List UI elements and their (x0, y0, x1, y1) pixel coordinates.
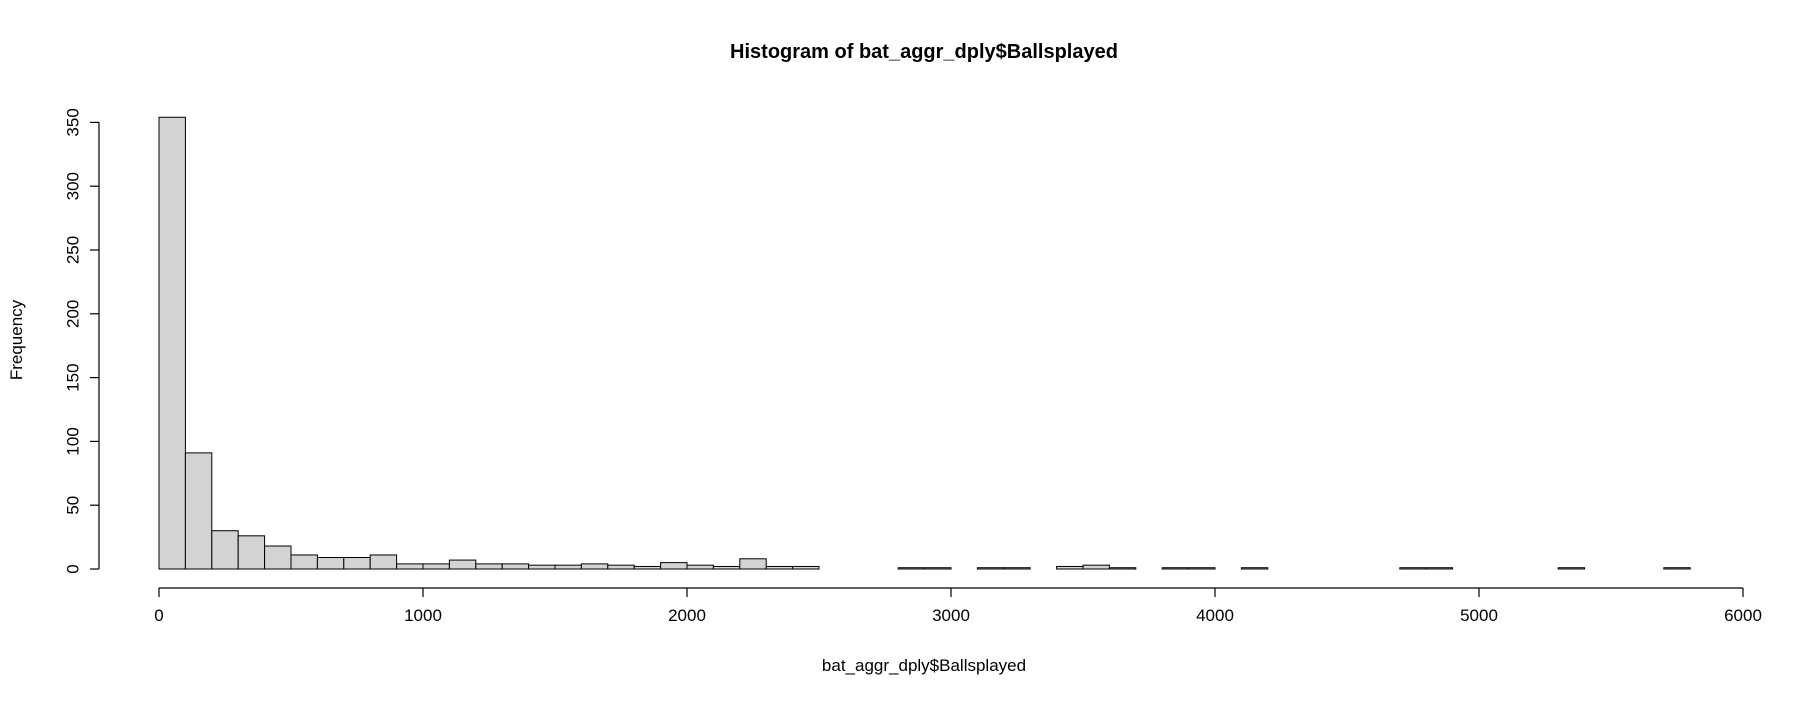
histogram-bar (343, 557, 371, 570)
histogram-bar (316, 557, 345, 570)
histogram-bar (1425, 567, 1454, 570)
histogram-bar (580, 563, 609, 570)
histogram-bar (1663, 567, 1691, 570)
histogram-bar (739, 558, 767, 570)
histogram-bar (369, 554, 398, 570)
histogram-bar (924, 567, 952, 570)
histogram-bar (422, 563, 450, 570)
histogram-bar (1082, 564, 1110, 570)
histogram-bar (792, 565, 820, 570)
y-tick-label: 250 (64, 236, 83, 264)
x-tick-label: 5000 (1460, 606, 1498, 625)
x-tick-label: 6000 (1724, 606, 1762, 625)
histogram-bar (1108, 567, 1137, 570)
x-tick-label: 4000 (1196, 606, 1234, 625)
x-tick-label: 3000 (932, 606, 970, 625)
histogram-bar (158, 116, 186, 570)
x-tick-label: 2000 (668, 606, 706, 625)
histogram-bar (290, 554, 318, 570)
chart-title: Histogram of bat_aggr_dply$Ballsplayed (730, 41, 1118, 63)
histogram-bar (686, 564, 714, 570)
y-tick-label: 150 (64, 363, 83, 391)
y-tick-label: 100 (64, 427, 83, 455)
x-axis-label: bat_aggr_dply$Ballsplayed (822, 656, 1026, 675)
histogram-bar (607, 564, 635, 570)
y-tick-label: 50 (64, 496, 83, 515)
histogram-bar (1240, 567, 1269, 570)
histogram-bar (448, 559, 477, 570)
histogram-bar (1161, 567, 1190, 570)
histogram-bar (1399, 567, 1427, 570)
histogram-bar (976, 567, 1005, 570)
histogram-bar (1188, 567, 1216, 570)
histogram-bar (396, 563, 424, 570)
y-tick-label: 300 (64, 172, 83, 200)
x-tick-label: 1000 (404, 606, 442, 625)
y-axis-label: Frequency (7, 299, 26, 380)
histogram-bar (897, 567, 926, 570)
histogram-bar (1056, 565, 1084, 570)
bars-group (158, 116, 1691, 570)
y-axis: 0 50 100 150 200 250 300 350 (64, 108, 100, 574)
x-axis: 0 1000 2000 3000 4000 5000 6000 (154, 587, 1762, 625)
x-tick-label: 0 (154, 606, 163, 625)
histogram-bar (1003, 567, 1031, 570)
histogram-bar (184, 452, 213, 570)
histogram-bar (237, 535, 266, 570)
histogram-bar (475, 563, 503, 570)
y-tick-label: 350 (64, 108, 83, 136)
histogram-bar (554, 564, 582, 570)
histogram-bar (501, 563, 530, 570)
histogram-bar (633, 565, 662, 570)
y-tick-label: 200 (64, 300, 83, 328)
histogram-bar (712, 565, 741, 570)
histogram-bar (660, 562, 688, 570)
histogram-bar (528, 564, 556, 570)
histogram-bar (211, 530, 239, 570)
histogram-bar (1557, 567, 1586, 570)
y-tick-label: 0 (64, 564, 83, 573)
histogram-bar (765, 565, 794, 570)
histogram-bar (264, 545, 292, 570)
